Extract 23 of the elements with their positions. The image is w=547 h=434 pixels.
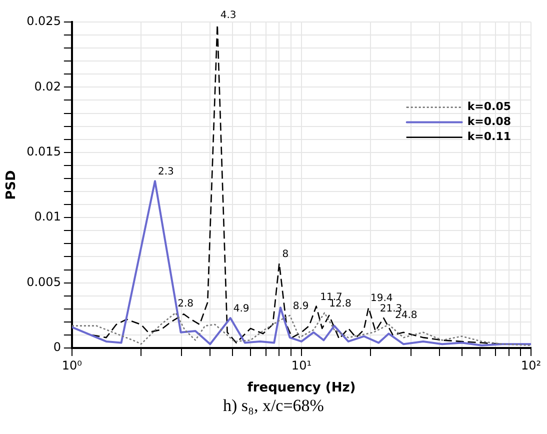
annotation: 4.3 xyxy=(220,10,236,22)
y-tick-label: 0.02 xyxy=(34,79,61,94)
y-tick-label: 0.005 xyxy=(26,274,61,289)
legend-label: k=0.11 xyxy=(467,130,512,144)
x-tick-label: 10⁰ xyxy=(62,358,82,372)
y-tick-label: 0.025 xyxy=(26,14,61,28)
y-tick-label: 0.015 xyxy=(26,144,61,159)
annotation: 8 xyxy=(282,248,289,260)
x-tick-label: 10¹ xyxy=(291,358,312,372)
annotation: 24.8 xyxy=(395,310,418,322)
annotation: 4.9 xyxy=(233,304,250,315)
x-tick-label: 10² xyxy=(520,358,542,372)
text: h) s₈, x/c=68% xyxy=(222,396,325,416)
legend-label: k=0.05 xyxy=(467,100,512,114)
annotation: 19.4 xyxy=(370,293,393,304)
y-tick-label: 0 xyxy=(53,340,61,354)
legend-label: k=0.08 xyxy=(467,115,512,128)
y-axis-title: PSD xyxy=(4,170,20,200)
x-axis-title: frequency (Hz) xyxy=(247,380,356,396)
annotation: 2.3 xyxy=(158,166,174,178)
y-tick-label: 0.01 xyxy=(34,210,61,224)
annotation: 8.9 xyxy=(292,300,309,312)
annotation: 2.8 xyxy=(178,298,194,310)
